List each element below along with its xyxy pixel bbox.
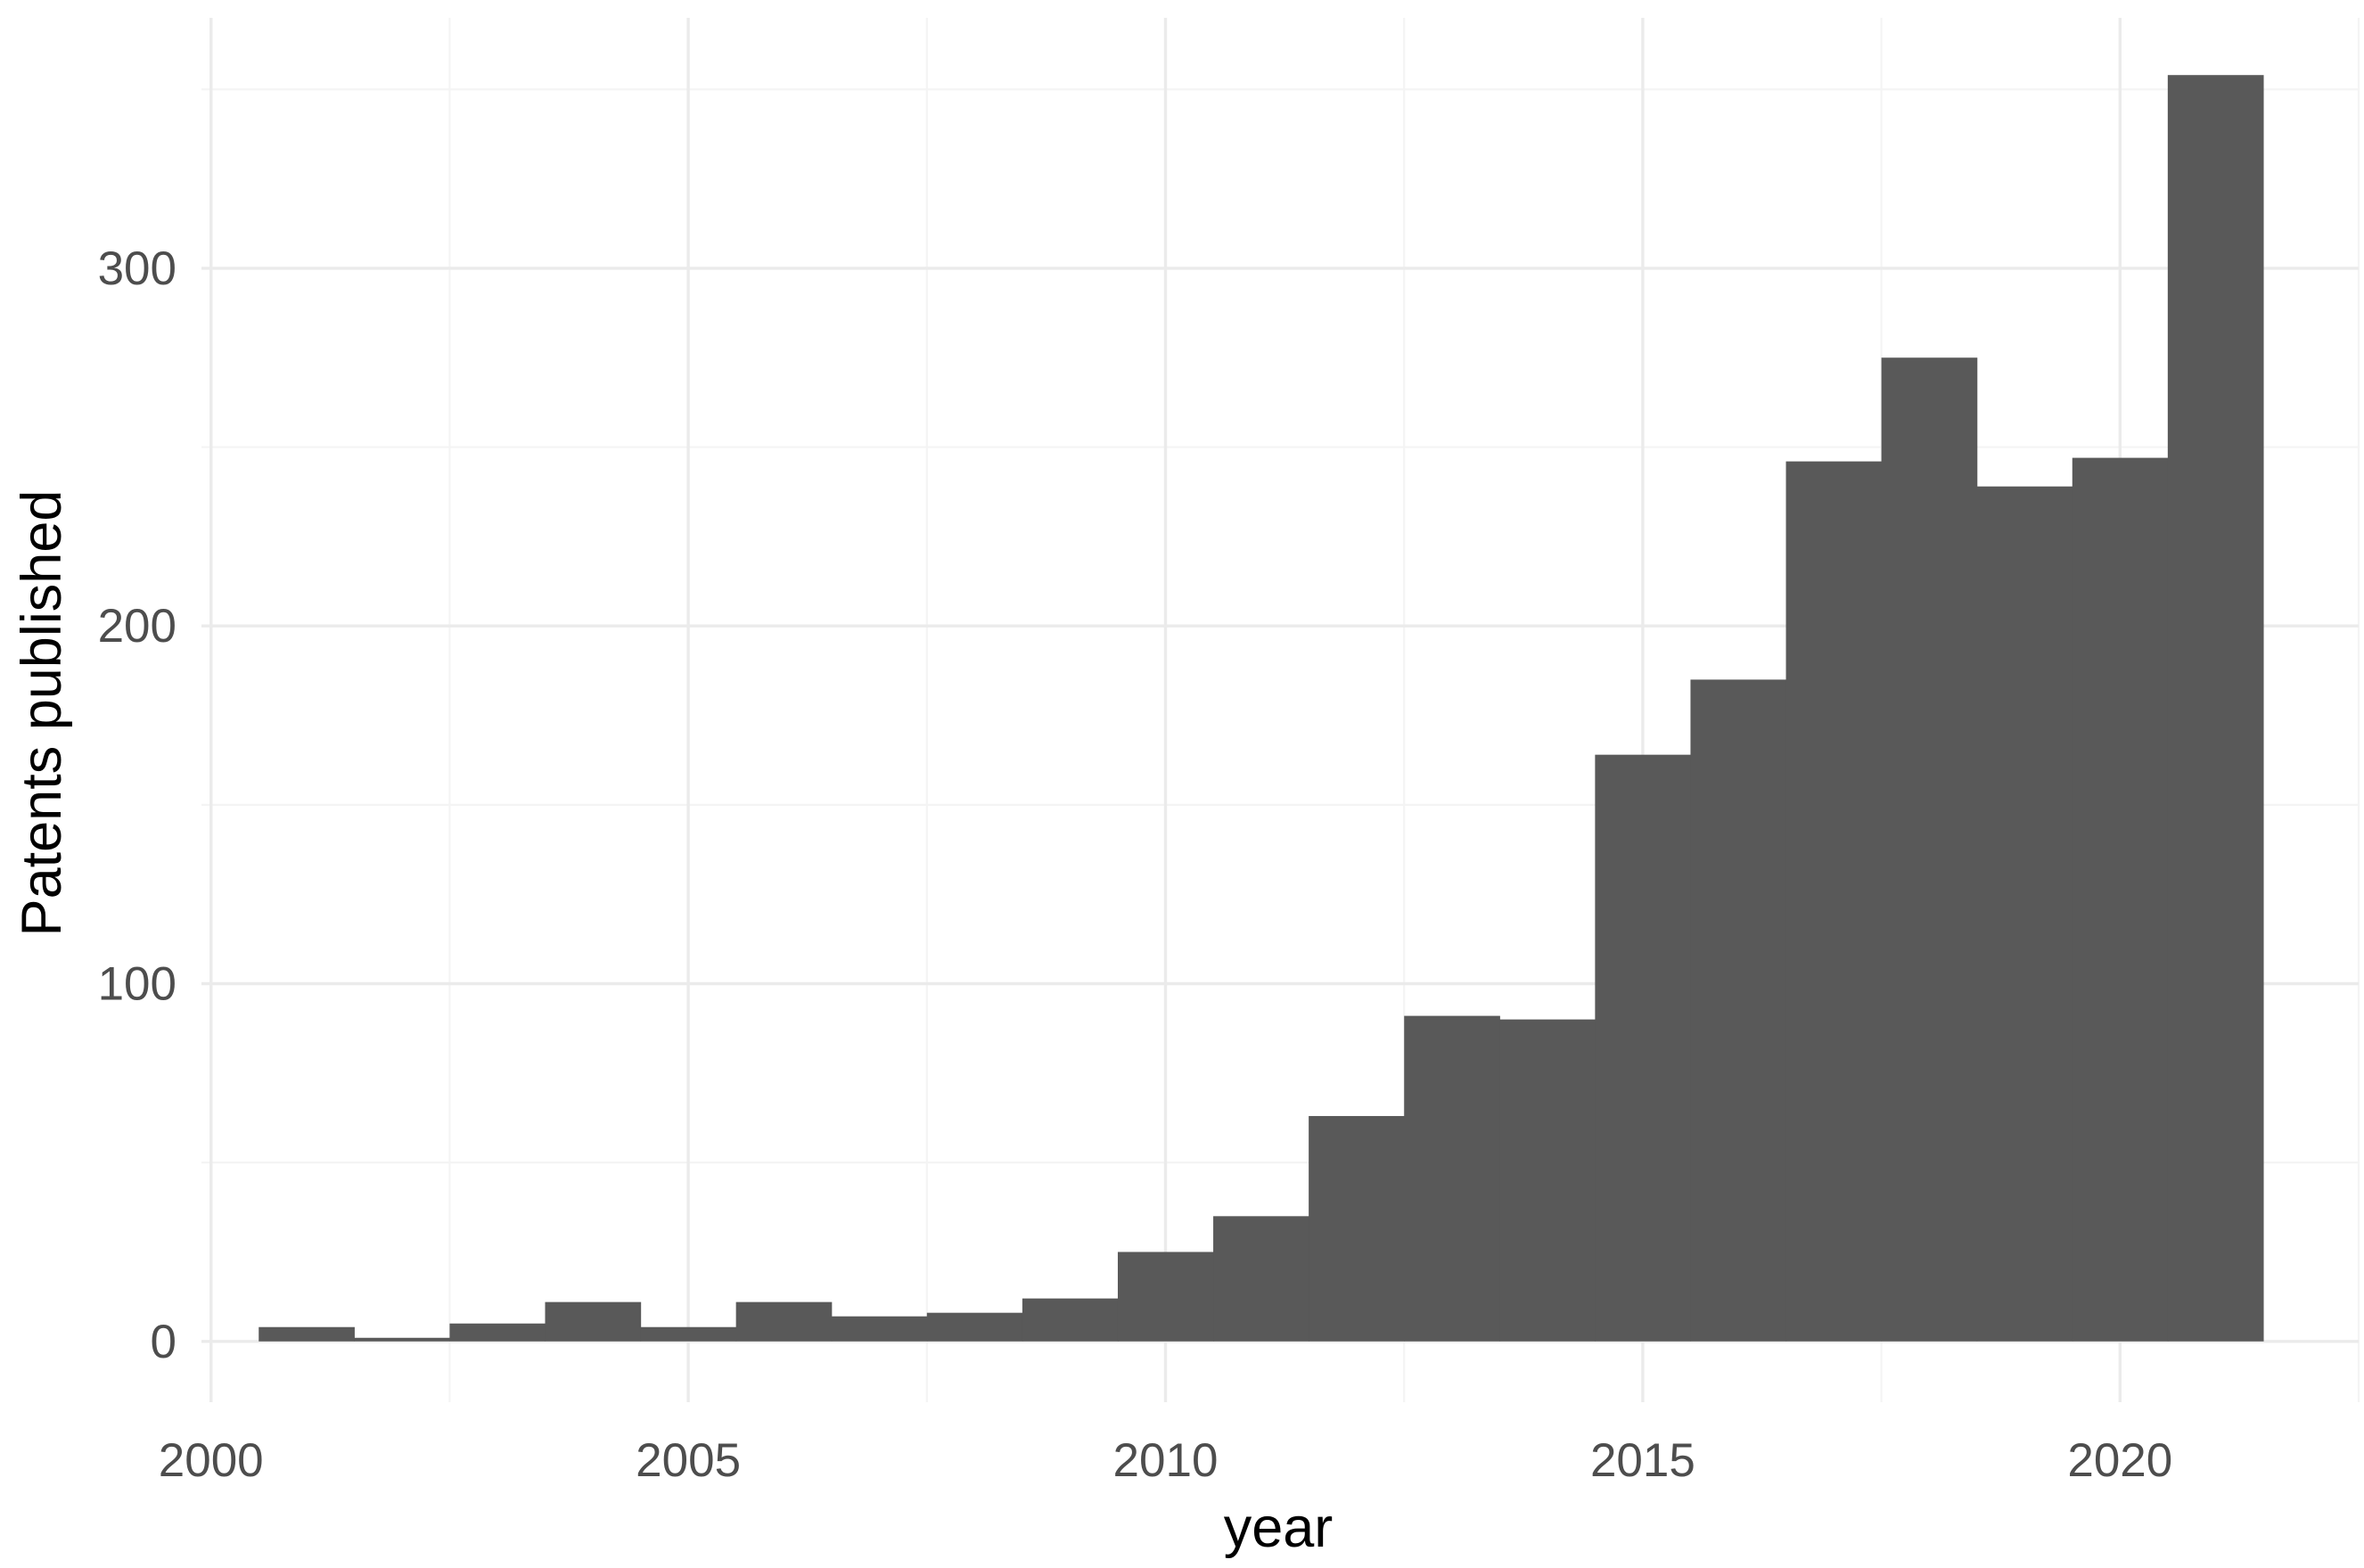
bar-2007 bbox=[831, 1316, 928, 1342]
bar-2015 bbox=[1595, 754, 1692, 1342]
bar-2008 bbox=[926, 1312, 1023, 1342]
x-tick-label: 2010 bbox=[1113, 1434, 1219, 1487]
bar-2012 bbox=[1309, 1115, 1405, 1342]
bar-2021 bbox=[2167, 75, 2264, 1342]
bar-2014 bbox=[1499, 1019, 1596, 1342]
y-tick-labels: 0 100 200 300 bbox=[98, 242, 176, 1368]
y-tick-label: 0 bbox=[151, 1316, 176, 1368]
y-tick-label: 200 bbox=[98, 600, 176, 653]
bar-2018 bbox=[1881, 357, 1978, 1342]
bar-2017 bbox=[1785, 461, 1883, 1342]
y-axis-title: Patents published bbox=[11, 490, 73, 937]
bar-2006 bbox=[735, 1301, 833, 1342]
bar-2019 bbox=[1976, 486, 2073, 1342]
bars bbox=[259, 75, 2264, 1342]
bar-2003 bbox=[449, 1323, 546, 1342]
bar-2009 bbox=[1022, 1298, 1119, 1342]
bar-2011 bbox=[1213, 1216, 1309, 1342]
x-tick-labels: 2000 2005 2010 2015 2020 bbox=[159, 1434, 2172, 1487]
bar-2020 bbox=[2072, 457, 2169, 1342]
x-tick-label: 2005 bbox=[636, 1434, 741, 1487]
bar-2001 bbox=[259, 1326, 355, 1342]
bar-2010 bbox=[1117, 1252, 1214, 1342]
bar-2016 bbox=[1690, 679, 1787, 1342]
x-axis-title: year bbox=[1224, 1497, 1334, 1559]
bar-2004 bbox=[545, 1301, 642, 1342]
x-tick-label: 2000 bbox=[159, 1434, 264, 1487]
x-tick-label: 2015 bbox=[1590, 1434, 1695, 1487]
y-tick-label: 100 bbox=[98, 957, 176, 1010]
bar-2005 bbox=[640, 1326, 737, 1342]
x-tick-label: 2020 bbox=[2067, 1434, 2172, 1487]
bar-2013 bbox=[1404, 1015, 1500, 1342]
minor-gridlines bbox=[201, 18, 2360, 1402]
bar-2002 bbox=[354, 1337, 451, 1342]
y-tick-label: 300 bbox=[98, 242, 176, 295]
